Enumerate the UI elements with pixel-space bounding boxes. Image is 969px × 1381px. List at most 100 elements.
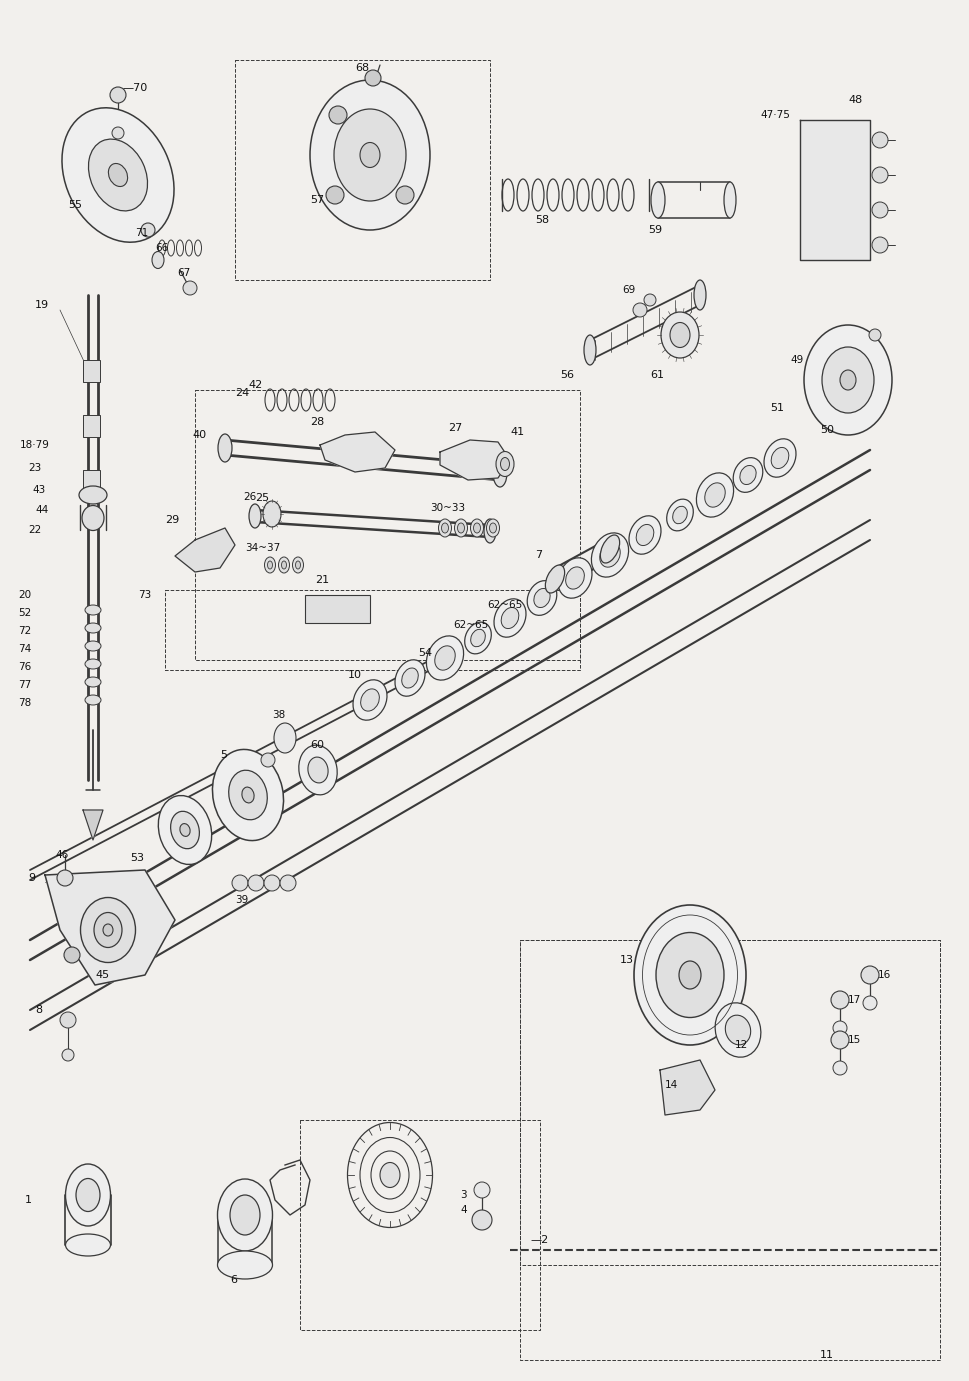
Ellipse shape <box>217 1179 272 1251</box>
Ellipse shape <box>534 588 550 608</box>
Text: 48: 48 <box>848 95 862 105</box>
Ellipse shape <box>85 623 101 632</box>
Bar <box>305 595 370 623</box>
Text: 53: 53 <box>130 853 144 863</box>
Ellipse shape <box>637 525 654 545</box>
Text: 45: 45 <box>95 969 109 981</box>
Text: 24: 24 <box>235 388 249 398</box>
Circle shape <box>280 876 296 891</box>
Ellipse shape <box>218 434 232 463</box>
Text: 62~65: 62~65 <box>453 620 488 630</box>
Ellipse shape <box>740 465 756 485</box>
Ellipse shape <box>308 757 328 783</box>
Ellipse shape <box>82 505 104 530</box>
Ellipse shape <box>566 566 584 590</box>
Ellipse shape <box>494 599 526 637</box>
Text: 54: 54 <box>418 648 432 657</box>
Ellipse shape <box>435 646 455 670</box>
Text: —70: —70 <box>122 83 147 93</box>
Text: 25: 25 <box>255 493 269 503</box>
Ellipse shape <box>474 523 481 533</box>
Ellipse shape <box>242 787 254 802</box>
Ellipse shape <box>360 689 379 711</box>
Circle shape <box>872 202 888 218</box>
Text: 42: 42 <box>248 380 263 389</box>
Ellipse shape <box>278 557 290 573</box>
Text: 72: 72 <box>18 626 31 637</box>
Ellipse shape <box>457 523 464 533</box>
Ellipse shape <box>667 499 693 530</box>
Ellipse shape <box>600 543 620 568</box>
Ellipse shape <box>634 905 746 1045</box>
Ellipse shape <box>217 1251 272 1279</box>
Text: 43: 43 <box>32 485 46 494</box>
Text: 28: 28 <box>310 417 325 427</box>
Text: 58: 58 <box>535 215 549 225</box>
Text: 38: 38 <box>272 710 285 720</box>
Text: 78: 78 <box>18 697 31 708</box>
Ellipse shape <box>298 746 337 795</box>
Text: 15: 15 <box>848 1034 861 1045</box>
Ellipse shape <box>249 504 261 528</box>
Ellipse shape <box>694 280 706 309</box>
Ellipse shape <box>489 523 496 533</box>
Text: 55: 55 <box>68 200 82 210</box>
Polygon shape <box>800 120 870 260</box>
Text: 69: 69 <box>622 284 636 296</box>
Ellipse shape <box>85 677 101 686</box>
Ellipse shape <box>267 561 272 569</box>
Text: 20: 20 <box>18 590 31 599</box>
Text: 41: 41 <box>510 427 524 436</box>
Ellipse shape <box>152 251 164 268</box>
Polygon shape <box>320 432 395 472</box>
Ellipse shape <box>584 336 596 365</box>
Ellipse shape <box>465 621 491 653</box>
Ellipse shape <box>501 457 510 471</box>
Text: 71: 71 <box>135 228 148 238</box>
Bar <box>83 470 100 492</box>
Ellipse shape <box>661 312 699 358</box>
Circle shape <box>831 1032 849 1050</box>
Bar <box>83 416 100 436</box>
Text: 8: 8 <box>35 1005 42 1015</box>
Ellipse shape <box>454 519 467 537</box>
Ellipse shape <box>62 108 174 242</box>
Circle shape <box>472 1210 492 1230</box>
Text: 66: 66 <box>155 243 169 253</box>
Ellipse shape <box>493 458 507 487</box>
Text: 49: 49 <box>790 355 803 365</box>
Circle shape <box>474 1182 490 1197</box>
Ellipse shape <box>484 519 496 543</box>
Ellipse shape <box>679 961 701 989</box>
Ellipse shape <box>804 325 892 435</box>
Ellipse shape <box>395 660 425 696</box>
Ellipse shape <box>380 1163 400 1188</box>
Circle shape <box>60 1012 76 1027</box>
Text: 14: 14 <box>665 1080 678 1090</box>
Ellipse shape <box>629 515 661 554</box>
Ellipse shape <box>79 486 107 504</box>
Ellipse shape <box>601 534 619 563</box>
Ellipse shape <box>672 507 687 523</box>
Text: 6: 6 <box>230 1275 237 1284</box>
Circle shape <box>248 876 264 891</box>
Circle shape <box>872 167 888 184</box>
Circle shape <box>863 996 877 1010</box>
Text: 7: 7 <box>535 550 542 561</box>
Ellipse shape <box>442 523 449 533</box>
Ellipse shape <box>704 483 725 507</box>
Text: 57: 57 <box>310 195 324 204</box>
Text: 1: 1 <box>25 1195 32 1206</box>
Text: 27: 27 <box>448 423 462 434</box>
Circle shape <box>396 186 414 204</box>
Circle shape <box>644 294 656 307</box>
Ellipse shape <box>726 1015 751 1045</box>
Text: 19: 19 <box>35 300 49 309</box>
Ellipse shape <box>670 323 690 348</box>
Ellipse shape <box>263 501 281 528</box>
Ellipse shape <box>158 795 211 865</box>
Ellipse shape <box>651 182 665 218</box>
Ellipse shape <box>265 557 275 573</box>
Ellipse shape <box>282 561 287 569</box>
Ellipse shape <box>109 163 128 186</box>
